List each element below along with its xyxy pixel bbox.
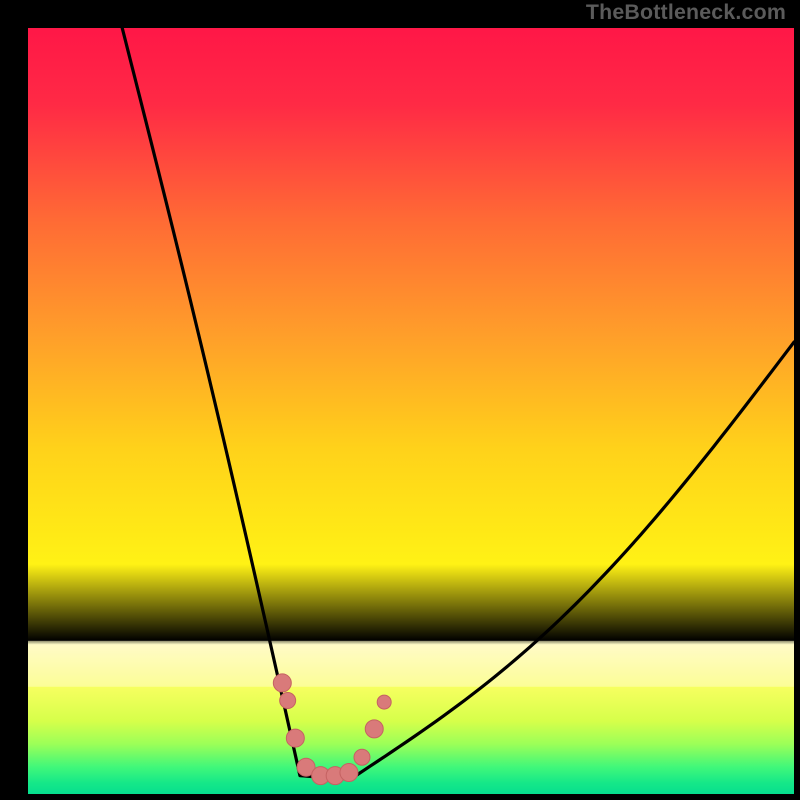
- watermark-text: TheBottleneck.com: [586, 0, 786, 25]
- bead: [273, 674, 291, 692]
- bead: [280, 693, 296, 709]
- bead: [340, 764, 358, 782]
- bead: [354, 749, 370, 765]
- chart-frame: [0, 0, 800, 800]
- bead: [377, 695, 391, 709]
- bead: [286, 729, 304, 747]
- plot-area: [28, 28, 794, 794]
- bead: [365, 720, 383, 738]
- data-beads: [28, 28, 794, 794]
